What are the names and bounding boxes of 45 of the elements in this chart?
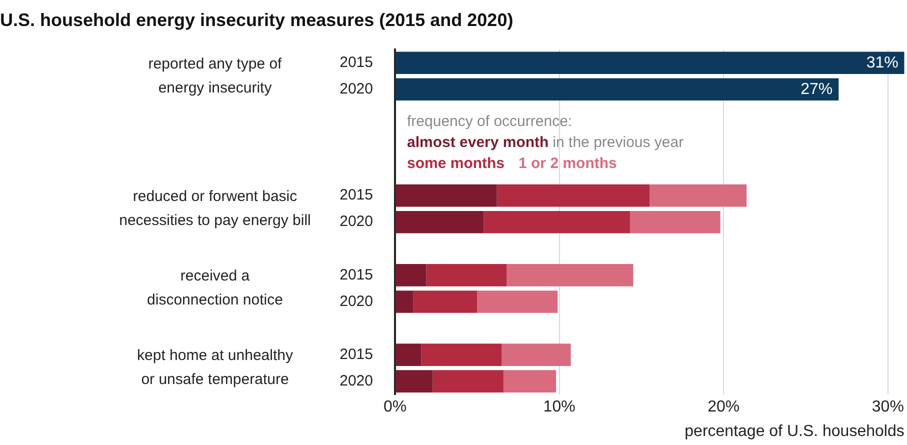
chart-title: U.S. household energy insecurity measures (2015 and 2020)	[0, 10, 514, 30]
bar	[484, 210, 630, 234]
bar	[396, 184, 497, 207]
bar	[506, 264, 634, 286]
text: kept home at unhealthy or unsafe temperature	[137, 347, 294, 388]
text: received a disconnection notice	[147, 268, 283, 309]
y-tick-label: 2015	[340, 346, 373, 363]
y-tick-label: 2020	[340, 80, 373, 98]
bar	[396, 290, 414, 313]
x-tick-label: 30%	[872, 398, 904, 416]
data-label: 27%	[800, 80, 833, 98]
y-tick-label: 2020	[340, 292, 373, 310]
y-tick-label: 2015	[340, 54, 373, 72]
bar	[413, 290, 478, 313]
x-tick-label: 20%	[708, 398, 740, 416]
bar	[503, 370, 556, 392]
bar	[396, 370, 433, 392]
x-tick-label: 10%	[543, 398, 576, 416]
bar	[630, 210, 720, 234]
series-label: some months	[407, 155, 505, 172]
bar	[432, 370, 504, 392]
text: 1 or 2 months	[518, 155, 617, 172]
y-tick-label: 2020	[340, 213, 373, 230]
x-axis-title: percentage of U.S. households	[684, 422, 904, 440]
y-tick-label: 2015	[340, 266, 373, 284]
bar	[396, 78, 839, 101]
bar	[396, 52, 904, 74]
bar	[477, 290, 558, 313]
data-label: 31%	[866, 54, 898, 72]
x-tick-label: 0%	[383, 398, 407, 416]
bar	[396, 264, 426, 286]
bar	[496, 184, 650, 207]
bar	[650, 184, 747, 207]
bar	[426, 264, 507, 286]
bar	[396, 210, 484, 234]
y-tick-label: 2020	[340, 372, 373, 390]
text: reported any type of energy insecurity	[148, 55, 283, 96]
text: reduced or forwent basic necessities to pay energy bill	[119, 188, 311, 229]
bar	[421, 344, 502, 366]
bar	[396, 344, 422, 366]
annotation: in the previous year	[552, 134, 684, 152]
y-tick-label: 2015	[340, 186, 373, 204]
bar	[502, 344, 571, 366]
legend-title: frequency of occurrence:	[407, 113, 572, 130]
text: almost every month	[407, 134, 549, 152]
